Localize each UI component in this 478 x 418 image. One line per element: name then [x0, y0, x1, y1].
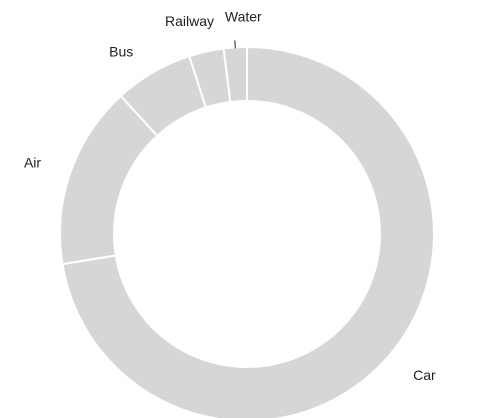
- slice-label-water: Water: [225, 8, 262, 24]
- slice-water: [222, 45, 248, 104]
- slice-car: [61, 45, 435, 418]
- slice-label-car: Car: [413, 367, 436, 383]
- label-tick-water: [234, 40, 236, 49]
- slice-label-bus: Bus: [109, 44, 133, 60]
- donut-slices: [59, 45, 435, 418]
- slice-label-railway: Railway: [165, 13, 214, 29]
- slice-labels: Car Air Bus Railway Water: [24, 8, 436, 383]
- slice-label-air: Air: [24, 155, 41, 171]
